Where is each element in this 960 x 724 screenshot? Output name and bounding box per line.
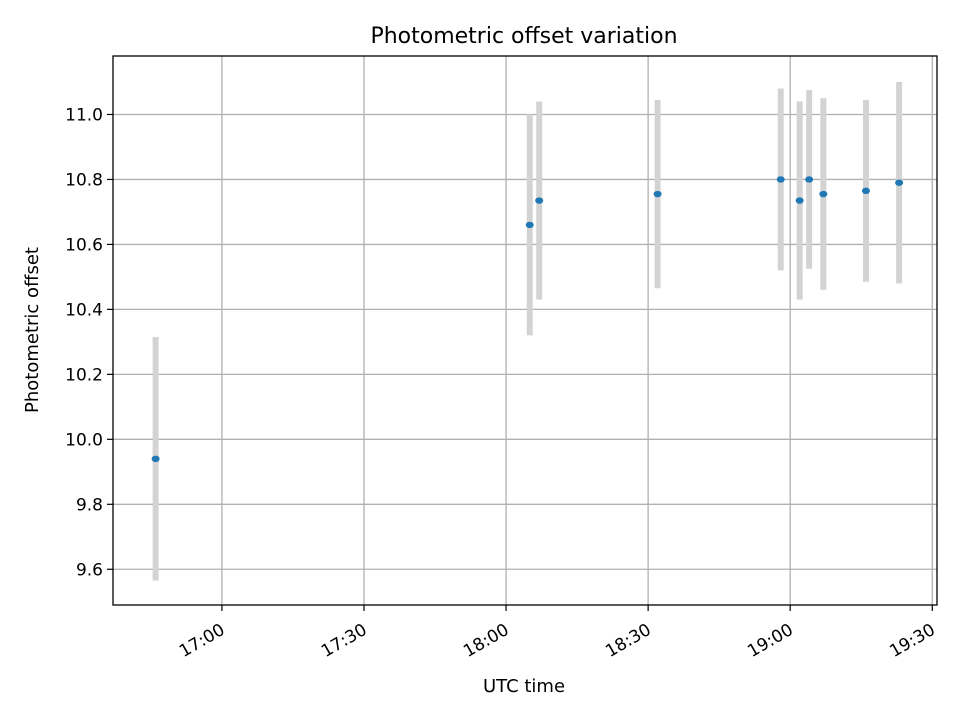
data-point — [861, 187, 870, 195]
y-tick-label: 9.8 — [76, 495, 103, 515]
data-point — [535, 197, 544, 204]
y-tick-label: 10.4 — [65, 300, 103, 320]
data-point — [653, 190, 662, 198]
data-point — [805, 176, 814, 183]
y-tick-label: 11.0 — [65, 105, 103, 125]
data-point — [819, 190, 828, 198]
data-point — [776, 176, 785, 183]
y-tick-layer: 9.6 9.8 10.0 10.2 10.4 10.6 10.8 11.0 — [65, 105, 113, 580]
chart-title: Photometric offset variation — [370, 24, 677, 49]
plot-frame — [112, 55, 938, 606]
y-tick-label: 10.8 — [65, 170, 103, 190]
y-tick-label: 10.6 — [65, 235, 103, 255]
data-point — [795, 197, 804, 204]
point-layer — [151, 176, 904, 463]
y-tick-label: 10.2 — [65, 365, 103, 385]
data-point — [525, 221, 534, 229]
y-tick-label: 10.0 — [65, 430, 103, 450]
y-axis-label: Photometric offset — [22, 247, 43, 413]
data-point — [151, 455, 160, 463]
x-axis-label: UTC time — [483, 676, 565, 697]
data-point — [895, 179, 904, 186]
y-tick-label: 9.6 — [76, 560, 103, 580]
